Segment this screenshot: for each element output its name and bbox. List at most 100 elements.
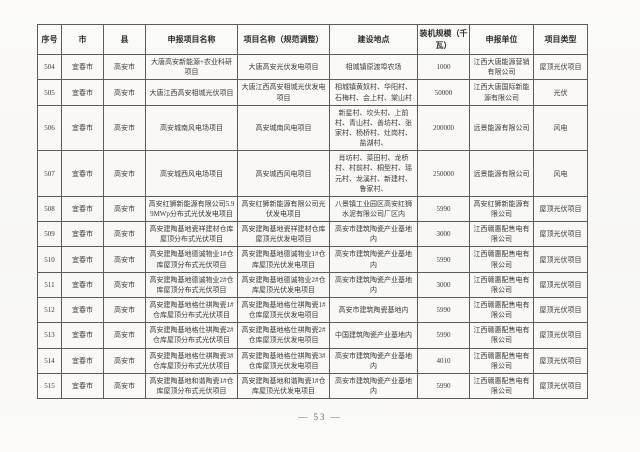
projects-table: 序号市县申报项目名称 项目名称（规范调整） 建设地点 装机规模（千瓦） 申报单位 项目类型…	[37, 23, 588, 400]
header-cell-capacity: 装机规模（千瓦）	[417, 23, 470, 56]
cell-city: 宜春市	[61, 150, 104, 197]
cell-applicant: 江西赣惠配售电有限公司	[469, 372, 534, 400]
cell-type: 屋顶光伏项目	[533, 296, 588, 324]
cell-city: 宜春市	[61, 296, 104, 324]
cell-city: 宜春市	[61, 195, 104, 223]
header-cell-declared-name: 申报项目名称	[145, 23, 238, 56]
header-cell-adjusted-name: 项目名称（规范调整）	[237, 23, 330, 56]
cell-type: 屋顶光伏项目	[533, 347, 588, 374]
cell-city: 宜春市	[61, 104, 104, 152]
cell-seq: 505	[37, 79, 62, 106]
cell-location: 八景镇工业园区高安红狮水泥有限公司厂区内	[329, 195, 418, 223]
cell-declared-name: 高安建陶基地德诚物业2#仓库屋顶分布式光伏项目	[145, 271, 238, 299]
cell-type: 风电	[533, 104, 588, 152]
cell-location: 新星村、坎头村、上前村、青山村、善坊村、张家村、杨桥村、灶岗村、盐湖村、	[329, 104, 418, 152]
table-row: 504 宜春市 高安市 大唐高安新能源+农业科研项目 大唐高安光伏发电项目 相城镇原渡埠农…	[37, 54, 588, 81]
cell-seq: 515	[37, 372, 62, 400]
cell-county: 高安市	[103, 104, 146, 152]
cell-location: 中国建筑陶瓷产业基地内	[329, 322, 418, 349]
table-row: 508 宜春市 高安市 高安红狮新能源有限公司5.99MWp分布式光伏发电项目 高安红狮…	[37, 195, 588, 223]
cell-city: 宜春市	[61, 246, 104, 273]
cell-location: 相城镇黄奴村、华阳村、石梅村、会上村、棠山村	[329, 79, 418, 106]
cell-seq: 511	[37, 271, 62, 299]
cell-declared-name: 高安城南风电场项目	[145, 104, 238, 152]
table-row: 509 宜春市 高安市 高安建陶基地瓷祥建材仓库屋顶分布式光伏项目 高安建陶基地瓷祥建材…	[37, 221, 588, 248]
header-cell-city: 市	[61, 23, 104, 56]
cell-applicant: 江西大唐能源营销有限公司	[469, 54, 534, 81]
cell-applicant: 江西赣惠配售电有限公司	[469, 221, 534, 248]
cell-adjusted-name: 高安建陶基地格仕祺陶瓷1#仓库屋顶光伏发电项目	[237, 296, 330, 324]
cell-type: 屋顶光伏项目	[533, 322, 588, 349]
cell-adjusted-name: 高安建陶基地瓷祥建材仓库屋顶光伏发电项目	[237, 221, 330, 248]
cell-type: 屋顶光伏项目	[533, 271, 588, 299]
table-row: 506 宜春市 高安市 高安城南风电场项目 高安城南风电项目 新星村、坎头村、上前村、青山…	[37, 104, 588, 152]
cell-location: 高安市建筑陶瓷基地内	[329, 296, 418, 324]
cell-location: 高安市建筑陶瓷产业基地内	[329, 246, 418, 273]
table-row: 511 宜春市 高安市 高安建陶基地德诚物业2#仓库屋顶分布式光伏项目 高安建陶基地德诚…	[37, 271, 588, 299]
cell-declared-name: 高安建陶基地和谐陶瓷1#仓库屋顶分布式光伏项目	[145, 372, 238, 400]
table-row: 510 宜春市 高安市 高安建陶基地德诚物业1#仓库屋顶分布式光伏项目 高安建陶基地德诚…	[37, 246, 588, 273]
cell-applicant: 高安红狮新能源有限公司	[469, 195, 534, 223]
cell-capacity: 5990	[417, 246, 470, 273]
cell-county: 高安市	[103, 150, 146, 197]
cell-county: 高安市	[103, 79, 146, 106]
cell-applicant: 江西赣惠配售电有限公司	[469, 322, 534, 349]
cell-adjusted-name: 高安建陶基地德诚物业2#仓库屋顶光伏发电项目	[237, 271, 330, 299]
cell-type: 屋顶光伏项目	[533, 372, 588, 400]
cell-county: 高安市	[103, 271, 146, 299]
cell-seq: 510	[37, 246, 62, 273]
cell-type: 风电	[533, 150, 588, 197]
cell-applicant: 江西赣惠配售电有限公司	[469, 347, 534, 374]
cell-seq: 509	[37, 221, 62, 248]
cell-location: 高安市建筑陶瓷产业基地内	[329, 221, 418, 248]
cell-declared-name: 高安建陶基地瓷祥建材仓库屋顶分布式光伏项目	[145, 221, 238, 248]
cell-capacity: 5990	[417, 296, 470, 324]
cell-location: 肖坊村、菜田村、龙桥村、村前村、桐型村、瑶元村、龙溪村、新建村、鲁家村、	[329, 150, 418, 197]
cell-type: 屋顶光伏项目	[533, 54, 588, 81]
cell-city: 宜春市	[61, 372, 104, 400]
cell-adjusted-name: 高安城西风电项目	[237, 150, 330, 197]
cell-county: 高安市	[103, 195, 146, 223]
cell-declared-name: 高安建陶基地格仕祺陶瓷1#仓库屋顶分布式光伏项目	[145, 296, 238, 324]
cell-type: 屋顶光伏项目	[533, 221, 588, 248]
cell-seq: 508	[37, 195, 62, 223]
cell-city: 宜春市	[61, 347, 104, 374]
cell-seq: 507	[37, 150, 62, 197]
table-row: 513 宜春市 高安市 高安建陶基地格仕祺陶瓷2#仓库屋顶分布式光伏项目 高安建陶基地格…	[37, 322, 588, 349]
cell-type: 屋顶光伏项目	[533, 246, 588, 273]
cell-city: 宜春市	[61, 221, 104, 248]
cell-seq: 514	[37, 347, 62, 374]
cell-adjusted-name: 高安建陶基地格仕祺陶瓷3#仓库屋顶光伏发电项目	[237, 347, 330, 374]
table-row: 512 宜春市 高安市 高安建陶基地格仕祺陶瓷1#仓库屋顶分布式光伏项目 高安建陶基地格…	[37, 296, 588, 324]
cell-city: 宜春市	[61, 79, 104, 106]
cell-applicant: 远景能源有限公司	[469, 150, 534, 197]
cell-city: 宜春市	[61, 54, 104, 81]
cell-declared-name: 高安建陶基地德诚物业1#仓库屋顶分布式光伏项目	[145, 246, 238, 273]
cell-adjusted-name: 高安建陶基地和谐陶瓷1#仓库屋顶光伏发电项目	[237, 372, 330, 400]
header-cell-county: 县	[103, 23, 146, 56]
cell-location: 高安市建筑陶瓷产业基地内	[329, 372, 418, 400]
cell-declared-name: 高安红狮新能源有限公司5.99MWp分布式光伏发电项目	[145, 195, 238, 223]
cell-county: 高安市	[103, 322, 146, 349]
cell-capacity: 1000	[417, 54, 470, 81]
cell-seq: 506	[37, 104, 62, 152]
cell-declared-name: 高安建陶基地格仕祺陶瓷3#仓库屋顶分布式光伏项目	[145, 347, 238, 374]
cell-declared-name: 大唐高安新能源+农业科研项目	[145, 54, 238, 81]
cell-location: 相城镇原渡埠农场	[329, 54, 418, 81]
cell-applicant: 江西赣惠配售电有限公司	[469, 246, 534, 273]
cell-capacity: 3000	[417, 271, 470, 299]
cell-seq: 512	[37, 296, 62, 324]
cell-adjusted-name: 高安建陶基地德诚物业1#仓库屋顶光伏发电项目	[237, 246, 330, 273]
cell-seq: 513	[37, 322, 62, 349]
cell-adjusted-name: 大唐江西高安相城光伏发电项目	[237, 79, 330, 106]
cell-location: 高安市建筑陶瓷产业基地内	[329, 347, 418, 374]
cell-county: 高安市	[103, 54, 146, 81]
cell-county: 高安市	[103, 246, 146, 273]
cell-adjusted-name: 高安建陶基地格仕祺陶瓷2#仓库屋顶光伏发电项目	[237, 322, 330, 349]
cell-seq: 504	[37, 54, 62, 81]
cell-county: 高安市	[103, 221, 146, 248]
cell-capacity: 3000	[417, 221, 470, 248]
cell-county: 高安市	[103, 372, 146, 400]
header-cell-type: 项目类型	[533, 23, 588, 56]
